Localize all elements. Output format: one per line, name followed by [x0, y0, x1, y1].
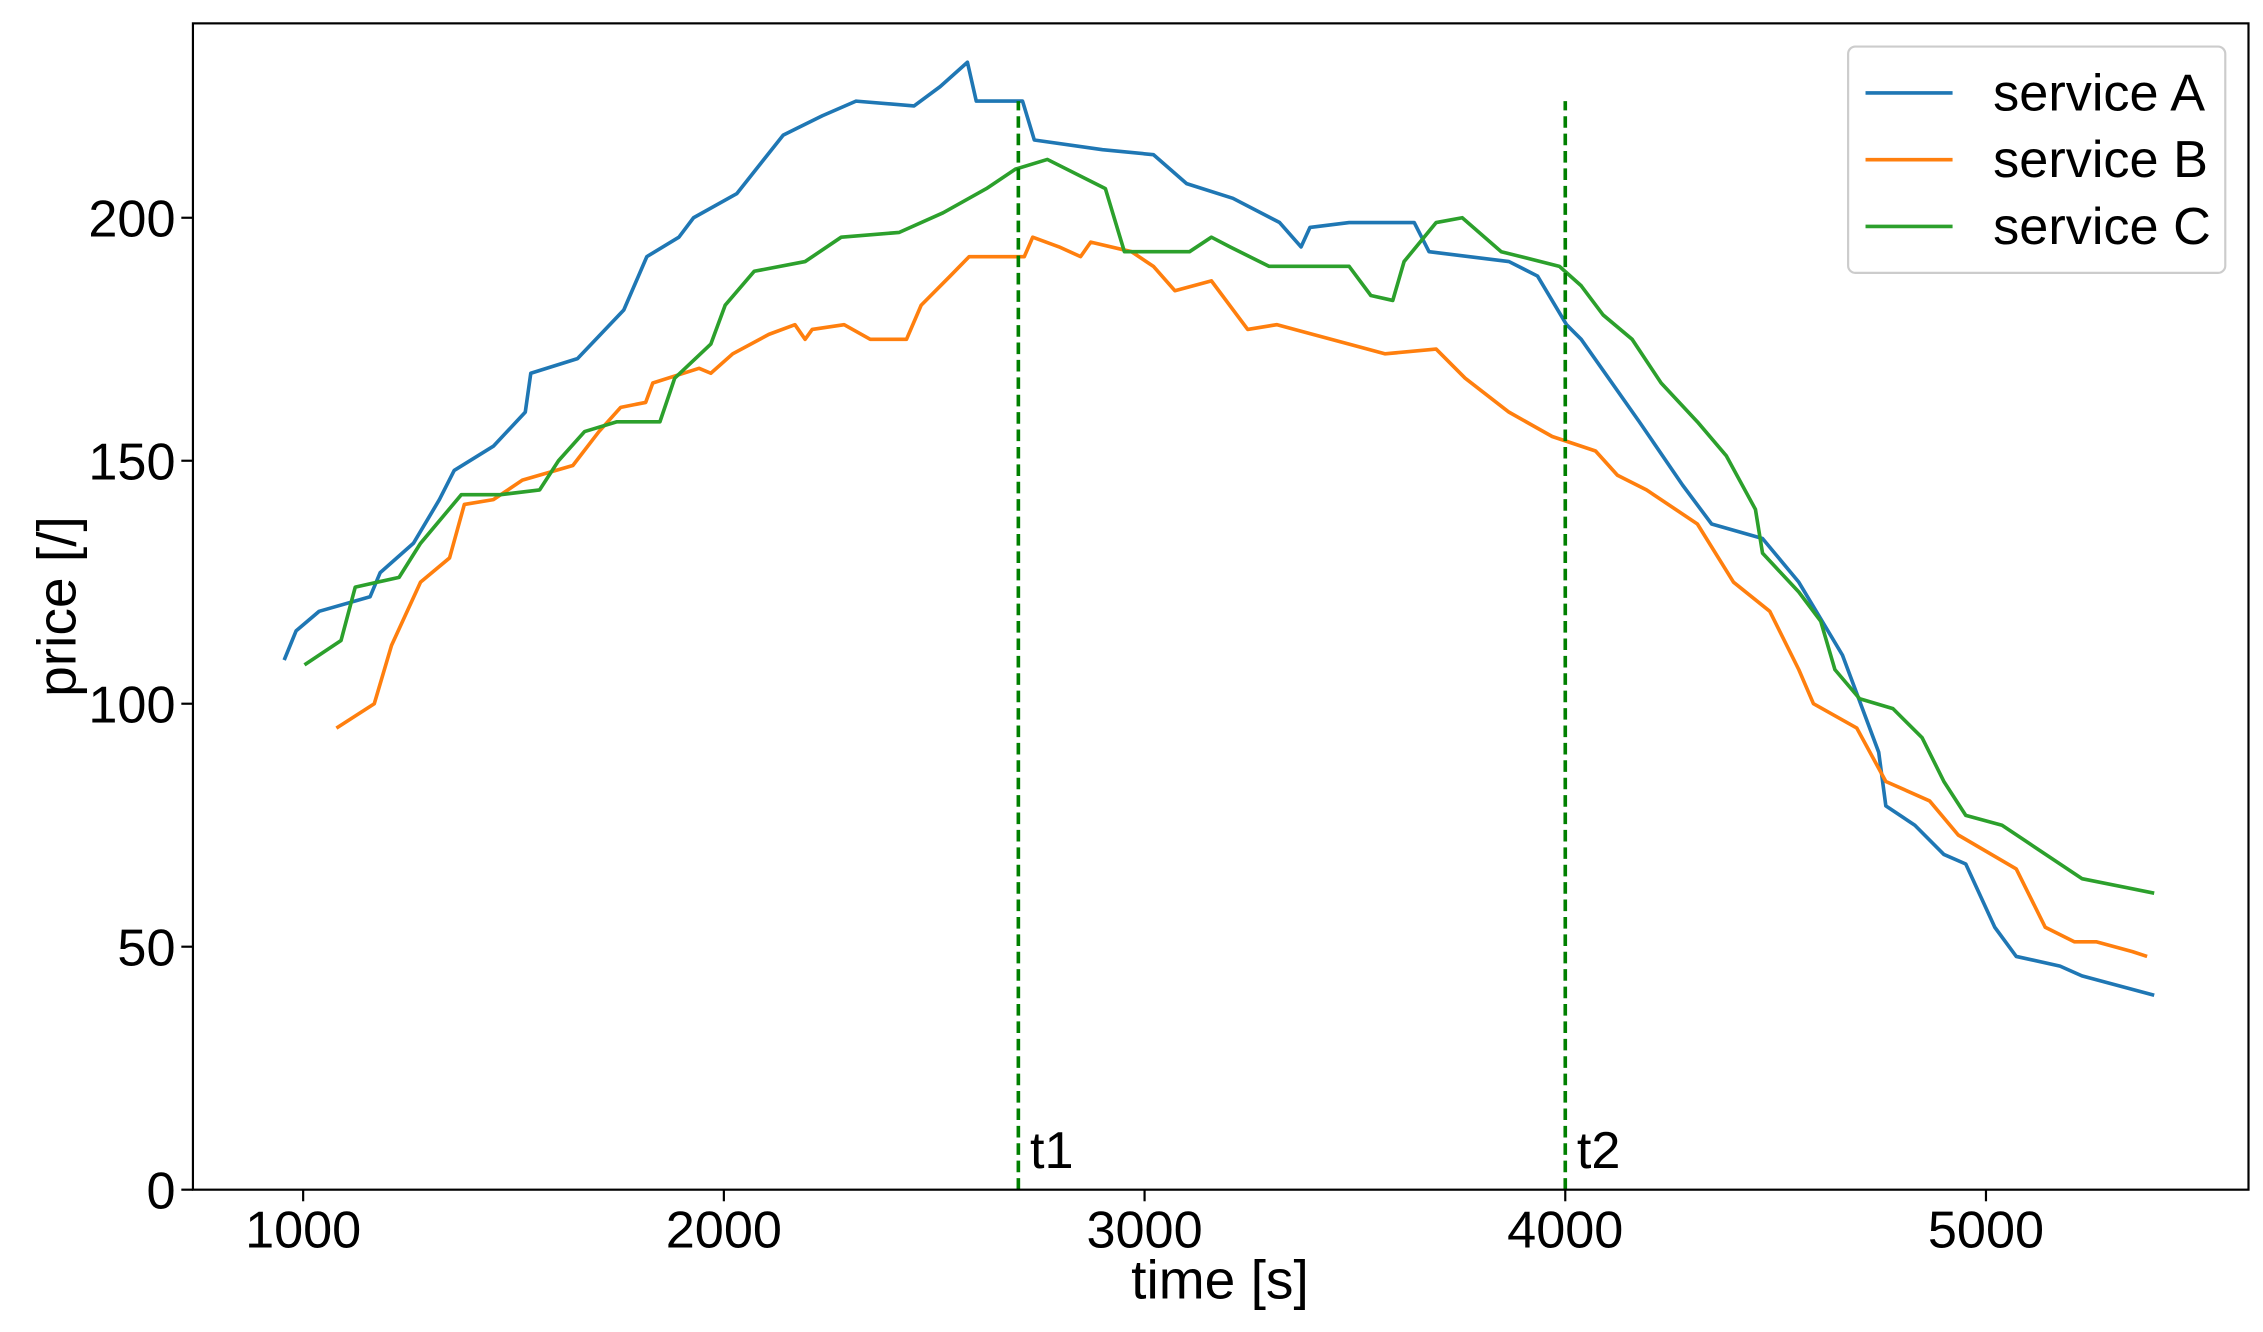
x-tick-label: 5000: [1928, 1202, 2044, 1260]
y-tick-label: 150: [88, 434, 175, 492]
series-line: [335, 235, 2148, 959]
legend-label: service C: [1993, 198, 2211, 256]
x-axis-label: time [s]: [1131, 1248, 1309, 1310]
x-tick-label: 2000: [666, 1202, 782, 1260]
marker-label: t2: [1577, 1122, 1621, 1180]
x-tick-label: 3000: [1086, 1202, 1202, 1260]
legend-box: [1847, 45, 2227, 274]
y-tick-label: 50: [117, 920, 175, 978]
plot-frame: [191, 22, 2250, 1191]
series-line: [303, 157, 2155, 895]
x-tick-label: 4000: [1507, 1202, 1623, 1260]
legend-label: service A: [1993, 64, 2205, 122]
legend-label: service B: [1993, 131, 2208, 189]
x-tick-label: 1000: [245, 1202, 361, 1260]
marker-label: t1: [1030, 1122, 1074, 1180]
y-axis-label: price [/]: [25, 516, 87, 697]
y-tick-label: 200: [88, 191, 175, 249]
y-tick-label: 0: [146, 1163, 175, 1221]
y-tick-label: 100: [88, 677, 175, 735]
series-line: [282, 60, 2155, 998]
